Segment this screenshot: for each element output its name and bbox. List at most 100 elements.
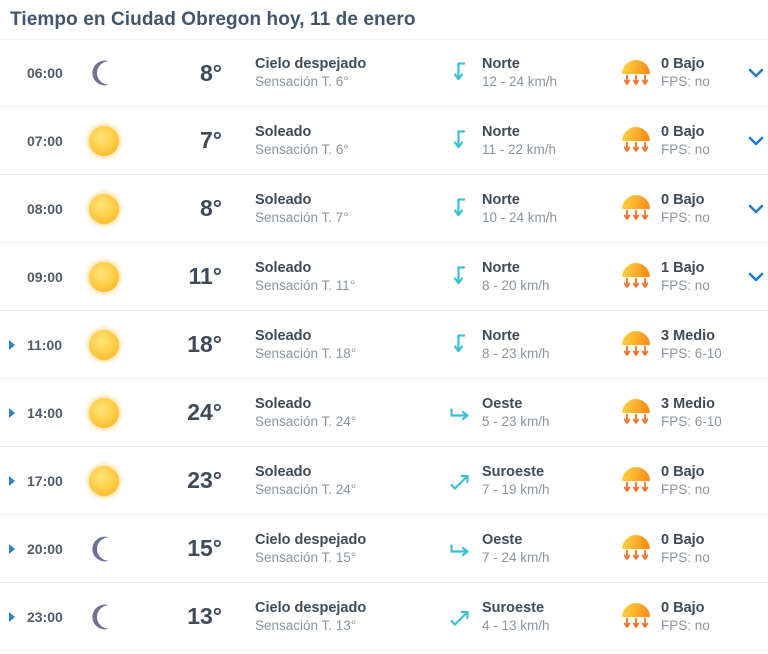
- forecast-row[interactable]: 14:00 24° Soleado Sensación T. 24° Oest: [0, 379, 768, 447]
- wind-direction-label: Norte: [482, 327, 520, 344]
- uv-dome-icon: [622, 59, 650, 74]
- sun-icon: [89, 193, 119, 224]
- wind-cell: Suroeste 4 - 13 km/h: [482, 599, 618, 635]
- wind-arrow-upright-icon: [450, 474, 469, 490]
- wind-icon-cell: [447, 468, 473, 494]
- forecast-row[interactable]: 09:00 11° Soleado Sensación T. 11° Nort: [0, 243, 768, 311]
- wind-cell: Suroeste 7 - 19 km/h: [482, 463, 618, 499]
- hour-label: 23:00: [27, 608, 63, 625]
- sky-condition-cell: [86, 329, 122, 360]
- uv-fps-label: FPS: no: [661, 209, 710, 225]
- temperature-value: 13°: [187, 603, 222, 629]
- feels-like-label: Sensación T. 11°: [255, 277, 356, 293]
- wind-cell: Norte 8 - 20 km/h: [482, 259, 618, 295]
- feels-like-label: Sensación T. 6°: [255, 141, 349, 157]
- wind-direction-label: Suroeste: [482, 463, 545, 480]
- hour-label: 11:00: [27, 336, 63, 353]
- hour-label: 20:00: [27, 540, 63, 557]
- wind-icon-cell: [447, 604, 473, 630]
- uv-sun-icon: [620, 331, 652, 358]
- expand-marker-icon[interactable]: [9, 407, 15, 418]
- wind-arrow-down-icon: [453, 197, 466, 216]
- uv-fps-label: FPS: no: [661, 277, 710, 293]
- expand-marker-icon[interactable]: [9, 339, 15, 350]
- condition-label: Soleado: [255, 395, 312, 412]
- feels-like-label: Sensación T. 24°: [255, 413, 357, 429]
- forecast-row[interactable]: 08:00 8° Soleado Sensación T. 7° Norte: [0, 175, 768, 243]
- sun-icon: [89, 329, 119, 360]
- chevron-down-icon[interactable]: [747, 68, 765, 78]
- uv-index-label: 3 Medio: [661, 395, 715, 412]
- uv-arrows-icon: [623, 549, 649, 560]
- chevron-down-icon[interactable]: [747, 136, 765, 146]
- temperature-value: 11°: [188, 263, 222, 289]
- forecast-row[interactable]: 07:00 7° Soleado Sensación T. 6° Norte: [0, 107, 768, 175]
- moon-icon: [92, 536, 109, 561]
- uv-cell: 0 Bajo FPS: no: [661, 531, 745, 567]
- sun-icon: [89, 125, 119, 156]
- wind-arrow-down-icon: [453, 62, 466, 81]
- condition-cell: Soleado Sensación T. 24°: [255, 463, 425, 499]
- uv-dome-icon: [622, 399, 650, 413]
- uv-arrows-icon: [623, 209, 649, 220]
- wind-icon-cell: [447, 332, 473, 358]
- wind-arrow-down-icon: [453, 265, 466, 284]
- wind-direction-label: Suroeste: [482, 599, 545, 616]
- uv-cell: 3 Medio FPS: 6-10: [661, 395, 745, 431]
- uv-index-label: 0 Bajo: [661, 599, 705, 616]
- uv-sun-icon: [620, 467, 652, 494]
- feels-like-label: Sensación T. 7°: [255, 209, 349, 225]
- hour-label: 06:00: [27, 65, 63, 81]
- chevron-down-icon[interactable]: [747, 272, 765, 282]
- wind-arrow-down-icon: [453, 129, 466, 148]
- wind-speed-label: 11 - 22 km/h: [482, 141, 557, 157]
- wind-cell: Norte 10 - 24 km/h: [482, 191, 618, 227]
- wind-direction-label: Norte: [482, 259, 520, 276]
- temperature-value: 8°: [200, 195, 222, 221]
- uv-dome-icon: [622, 603, 650, 617]
- forecast-row[interactable]: 11:00 18° Soleado Sensación T. 18° Nort: [0, 311, 768, 379]
- wind-cell: Norte 8 - 23 km/h: [482, 327, 618, 363]
- expand-marker-icon[interactable]: [9, 543, 15, 554]
- uv-sun-icon: [620, 195, 652, 222]
- condition-cell: Soleado Sensación T. 24°: [255, 395, 425, 431]
- temperature-value: 7°: [200, 127, 222, 153]
- wind-speed-label: 5 - 23 km/h: [482, 413, 550, 429]
- uv-fps-label: FPS: 6-10: [661, 345, 722, 361]
- wind-icon-cell: [447, 401, 473, 425]
- sky-condition-cell: [86, 465, 122, 496]
- expand-marker-icon[interactable]: [9, 475, 15, 486]
- condition-cell: Soleado Sensación T. 18°: [255, 327, 425, 363]
- uv-index-label: 0 Bajo: [661, 531, 705, 548]
- wind-speed-label: 8 - 23 km/h: [482, 345, 550, 361]
- uv-sun-icon: [620, 603, 652, 630]
- wind-cell: Oeste 7 - 24 km/h: [482, 531, 618, 567]
- feels-like-label: Sensación T. 13°: [255, 617, 357, 633]
- forecast-row[interactable]: 23:00 13° Cielo despejado Sensación T. 1…: [0, 583, 768, 651]
- temperature-value: 24°: [187, 399, 222, 425]
- wind-icon-cell: [447, 128, 473, 154]
- wind-cell: Norte 11 - 22 km/h: [482, 123, 618, 159]
- uv-cell: 0 Bajo FPS: no: [661, 123, 745, 159]
- condition-cell: Soleado Sensación T. 7°: [255, 191, 425, 227]
- temperature-value: 15°: [187, 535, 222, 561]
- sun-icon: [89, 397, 119, 428]
- sky-condition-cell: [86, 125, 122, 156]
- chevron-down-icon[interactable]: [747, 204, 765, 214]
- condition-cell: Cielo despejado Sensación T. 15°: [255, 531, 425, 567]
- wind-arrow-right-icon: [450, 543, 469, 556]
- uv-fps-label: FPS: no: [661, 141, 710, 157]
- forecast-row[interactable]: 20:00 15° Cielo despejado Sensación T. 1…: [0, 515, 768, 583]
- feels-like-label: Sensación T. 15°: [255, 549, 357, 565]
- condition-label: Cielo despejado: [255, 56, 367, 72]
- uv-dome-icon: [622, 195, 650, 209]
- condition-label: Soleado: [255, 463, 312, 480]
- uv-dome-icon: [622, 535, 650, 549]
- condition-label: Cielo despejado: [255, 599, 367, 616]
- forecast-row[interactable]: 17:00 23° Soleado Sensación T. 24° Suro: [0, 447, 768, 515]
- uv-fps-label: FPS: no: [661, 74, 710, 90]
- expand-marker-icon[interactable]: [9, 611, 15, 622]
- condition-cell: Soleado Sensación T. 11°: [255, 259, 425, 295]
- forecast-row[interactable]: 06:00 8° Cielo despejado Sensación T. 6°: [0, 39, 768, 107]
